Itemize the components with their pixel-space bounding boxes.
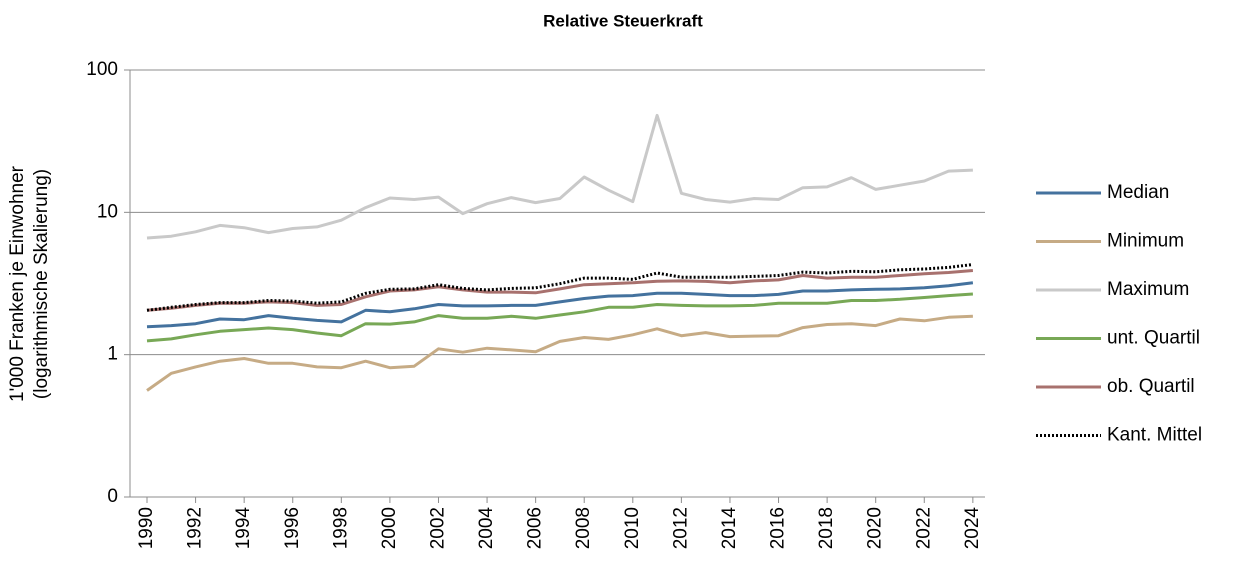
series-line	[146, 292, 973, 343]
chart-title: Relative Steuerkraft	[543, 11, 703, 30]
series-line	[146, 269, 974, 312]
series-line	[146, 281, 974, 329]
legend-item: Median	[1036, 182, 1169, 203]
y-tick-label: 10	[97, 201, 118, 222]
series-line	[146, 113, 973, 240]
x-tick-label: 2004	[476, 507, 497, 550]
legend-item: Kant. Mittel	[1036, 425, 1202, 446]
series-line	[146, 263, 974, 312]
x-tick-label: 2002	[427, 507, 448, 549]
series-line	[146, 314, 973, 392]
legend-label: Median	[1107, 182, 1169, 203]
legend-label: Minimum	[1107, 231, 1184, 252]
legend-label: Kant. Mittel	[1107, 425, 1202, 446]
x-tick-label: 2012	[670, 507, 691, 549]
x-tick-label: 2014	[719, 507, 740, 550]
x-tick-label: 2008	[573, 507, 594, 549]
x-tick-label: 2022	[913, 507, 934, 549]
x-tick-label: 2020	[865, 507, 886, 549]
x-tick-label: 2000	[379, 507, 400, 549]
legend-item: unt. Quartil	[1036, 328, 1200, 349]
y-tick-label: 100	[86, 59, 118, 80]
x-tick-label: 2010	[622, 507, 643, 549]
x-tick-label: 2006	[525, 507, 546, 549]
x-tick-label: 2024	[962, 507, 983, 550]
y-axis-label-line: (logarithmische Skalierung)	[31, 169, 52, 399]
legend-label: unt. Quartil	[1107, 328, 1200, 349]
x-tick-label: 1994	[233, 507, 254, 550]
y-axis-label: 1'000 Franken je Einwohner (logarithmisc…	[7, 165, 52, 402]
legend-item: Maximum	[1036, 279, 1189, 300]
legend-item: ob. Quartil	[1036, 376, 1195, 397]
y-tick-label: 0	[107, 486, 118, 507]
legend-label: Maximum	[1107, 279, 1189, 300]
y-axis-label-line: 1'000 Franken je Einwohner	[7, 165, 28, 402]
legend-label: ob. Quartil	[1107, 376, 1195, 397]
x-tick-label: 2018	[816, 507, 837, 549]
x-tick-label: 1992	[185, 507, 206, 549]
legend-item: Minimum	[1036, 231, 1184, 252]
x-tick-label: 1996	[282, 507, 303, 549]
x-tick-label: 1990	[136, 507, 157, 549]
y-tick-label: 1	[107, 344, 118, 365]
x-tick-label: 2016	[768, 507, 789, 549]
x-tick-label: 1998	[330, 507, 351, 549]
